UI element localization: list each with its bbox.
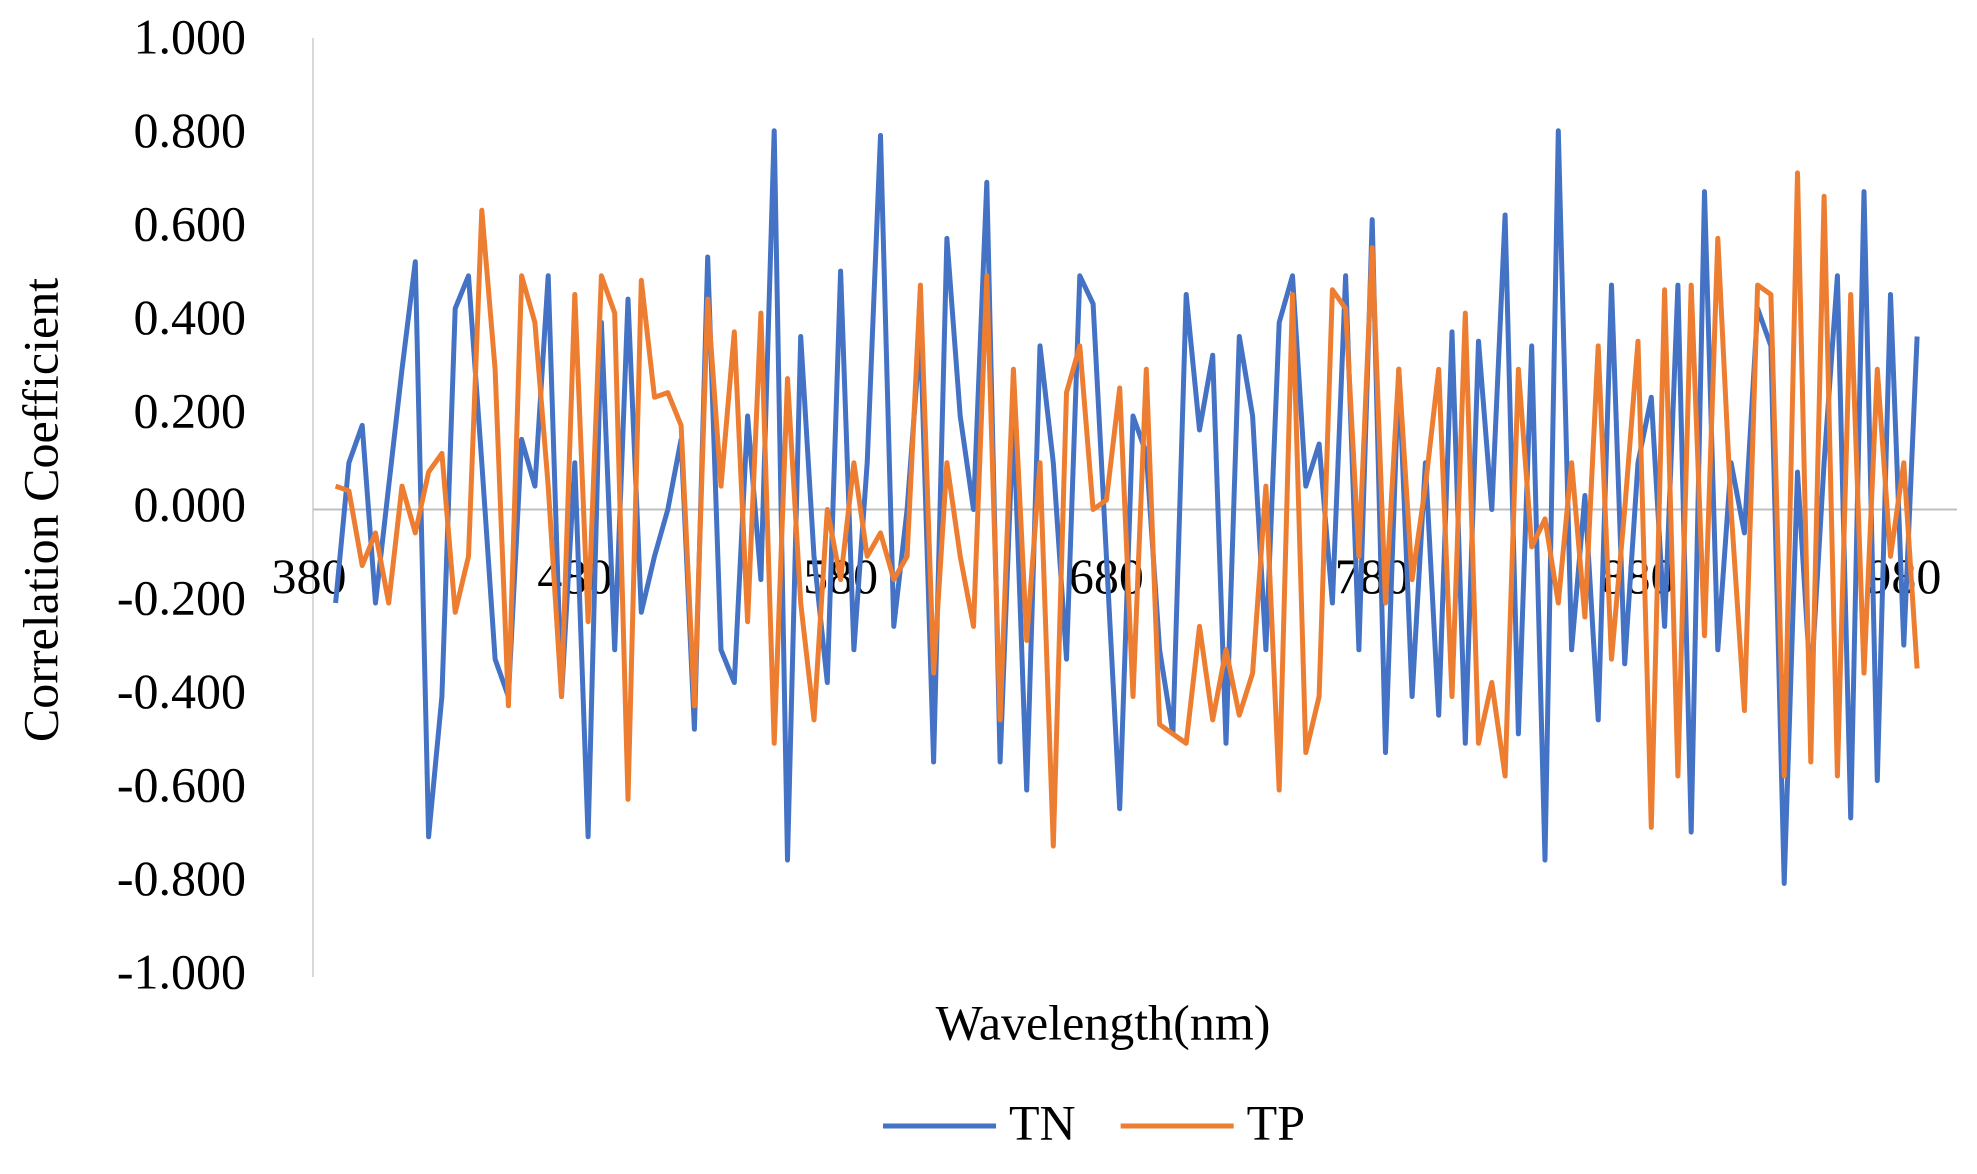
- y-tick-label: -0.400: [117, 663, 246, 719]
- y-tick-label: -0.800: [117, 850, 246, 906]
- x-tick-label: 480: [537, 548, 612, 604]
- legend-label: TP: [1247, 1094, 1305, 1150]
- legend-label: TN: [1009, 1094, 1076, 1150]
- y-tick-label: 0.200: [134, 382, 247, 438]
- y-tick-label: -0.200: [117, 569, 246, 625]
- y-tick-label: -1.000: [117, 943, 246, 999]
- y-tick-label: 0.400: [134, 289, 247, 345]
- x-axis-title: Wavelength(nm): [936, 994, 1271, 1050]
- y-tick-label: 0.000: [134, 476, 247, 532]
- y-tick-label: 0.600: [134, 195, 247, 251]
- y-axis-title: Correlation Coefficient: [12, 278, 68, 742]
- y-tick-label: 0.800: [134, 102, 247, 158]
- x-tick-label: 780: [1335, 548, 1410, 604]
- y-tick-label: 1.000: [134, 8, 247, 64]
- y-tick-label: -0.600: [117, 756, 246, 812]
- line-series: [334, 170, 1920, 849]
- line-series: [333, 128, 1920, 886]
